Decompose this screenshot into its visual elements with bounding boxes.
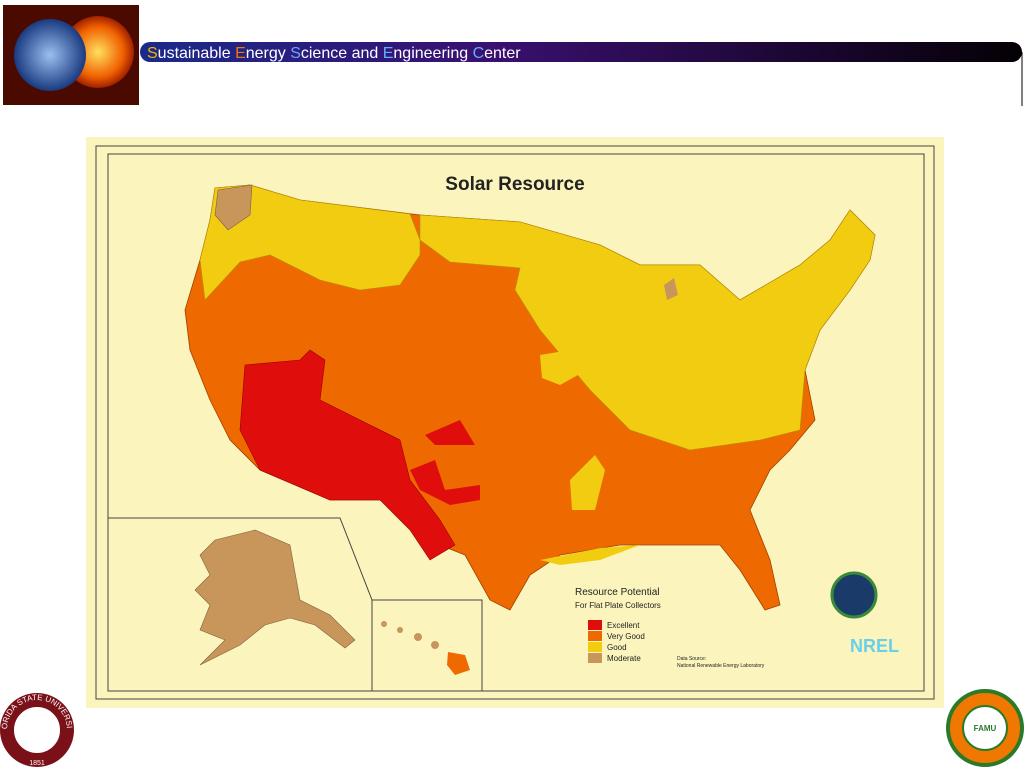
- legend-label: Very Good: [607, 632, 645, 641]
- fsu-seal-inner: [12, 705, 62, 755]
- legend-title: Resource Potential: [575, 587, 660, 598]
- region-good: [199, 184, 876, 451]
- header-title-part: S: [290, 45, 301, 62]
- region-good: [570, 455, 605, 510]
- legend-subtitle: For Flat Plate Collectors: [575, 601, 661, 610]
- legend-swatch: [588, 642, 602, 652]
- source-label: Data Source:: [677, 656, 706, 662]
- header-title: Sustainable Energy Science and Engineeri…: [147, 45, 521, 62]
- fsu-seal-text: FLORIDA STATE UNIVERSITY: [0, 0, 74, 730]
- famu-seal-inner: [962, 705, 1008, 751]
- header-title-part: E: [235, 45, 246, 62]
- legend-swatch: [588, 653, 602, 663]
- header-title-part: ustainable: [158, 45, 235, 62]
- famu-seal-text: FAMU: [974, 724, 997, 733]
- header-title-part: nergy: [246, 45, 290, 62]
- header-title-part: E: [383, 45, 394, 62]
- header-bar: [140, 42, 1022, 62]
- map-border-outer: [95, 145, 935, 700]
- map-title: Solar Resource: [445, 174, 584, 195]
- header-title-part: ngineering: [393, 45, 472, 62]
- header-title-part: cience and: [301, 45, 383, 62]
- region-moderate: [214, 184, 253, 231]
- legend-label: Moderate: [607, 654, 641, 663]
- legend-swatch: [588, 631, 602, 641]
- legend: Excellent Very Good Good Moderate: [588, 620, 645, 663]
- earth-icon: [14, 19, 86, 91]
- header-title-part: S: [147, 45, 158, 62]
- inset-border: [372, 599, 483, 691]
- header-title-part: enter: [484, 45, 521, 62]
- region-excellent: [410, 460, 480, 505]
- legend-swatch: [588, 620, 602, 630]
- fsu-seal-text: FLORIDA STATE UNIVERSITY: [0, 0, 74, 730]
- header-title-part: C: [473, 45, 485, 62]
- legend-label: Good: [607, 643, 627, 652]
- hawaii: [381, 621, 470, 675]
- fsu-year: 1851: [29, 760, 45, 767]
- inset-border: [108, 517, 373, 691]
- nrel-logo: NREL: [850, 636, 899, 656]
- source-name: National Renewable Energy Laboratory: [677, 663, 765, 669]
- region-excellent: [239, 349, 456, 561]
- alaska: [194, 529, 356, 666]
- region-good: [540, 350, 578, 385]
- doe-seal: [830, 571, 878, 619]
- map-border-inner: [107, 153, 925, 692]
- region-good: [540, 545, 640, 565]
- region-moderate: [664, 278, 678, 300]
- region-excellent: [425, 420, 475, 445]
- legend-label: Excellent: [607, 621, 640, 630]
